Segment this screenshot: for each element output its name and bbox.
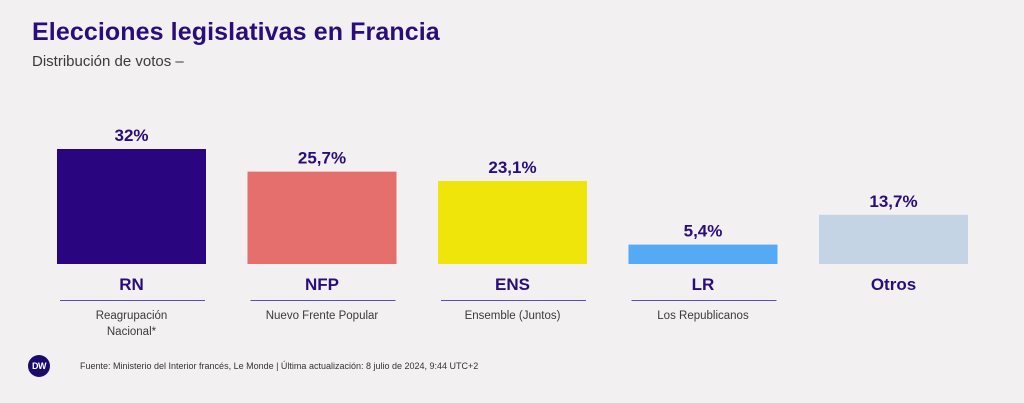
- chart-subtitle: Distribución de votos –: [32, 53, 184, 70]
- value-label-rn: 32%: [114, 126, 148, 145]
- value-label-otros: 13,7%: [869, 192, 917, 211]
- bar-lr: [628, 244, 778, 264]
- dw-logo-icon: DW: [28, 355, 50, 377]
- bar-rn: [57, 149, 206, 264]
- value-label-lr: 5,4%: [684, 222, 723, 241]
- category-label-lr: LR: [692, 275, 715, 294]
- source-note: Fuente: Ministerio del Interior francés,…: [80, 361, 479, 371]
- category-label-rn: RN: [119, 275, 144, 294]
- category-label-otros: Otros: [871, 275, 916, 294]
- value-label-nfp: 25,7%: [298, 149, 346, 168]
- chart-title: Elecciones legislativas en Francia: [32, 18, 440, 46]
- bar-ens: [438, 180, 587, 264]
- value-label-ens: 23,1%: [488, 158, 536, 177]
- category-label-nfp: NFP: [305, 275, 339, 294]
- footer: DW Fuente: Ministerio del Interior franc…: [28, 355, 478, 377]
- bar-nfp: [247, 171, 397, 264]
- description-rn: Reagrupación: [96, 310, 168, 322]
- bar-chart: 32% RN Reagrupación Nacional* 25,7% NFP Nuevo …: [57, 126, 968, 338]
- description-lr: Los Republicanos: [657, 310, 749, 322]
- description-nfp: Nuevo Frente Popular: [266, 310, 379, 322]
- description-ens: Ensemble (Juntos): [465, 310, 561, 322]
- category-label-ens: ENS: [495, 275, 530, 294]
- bar-otros: [819, 214, 968, 264]
- description-rn-line-2: Nacional*: [107, 326, 157, 338]
